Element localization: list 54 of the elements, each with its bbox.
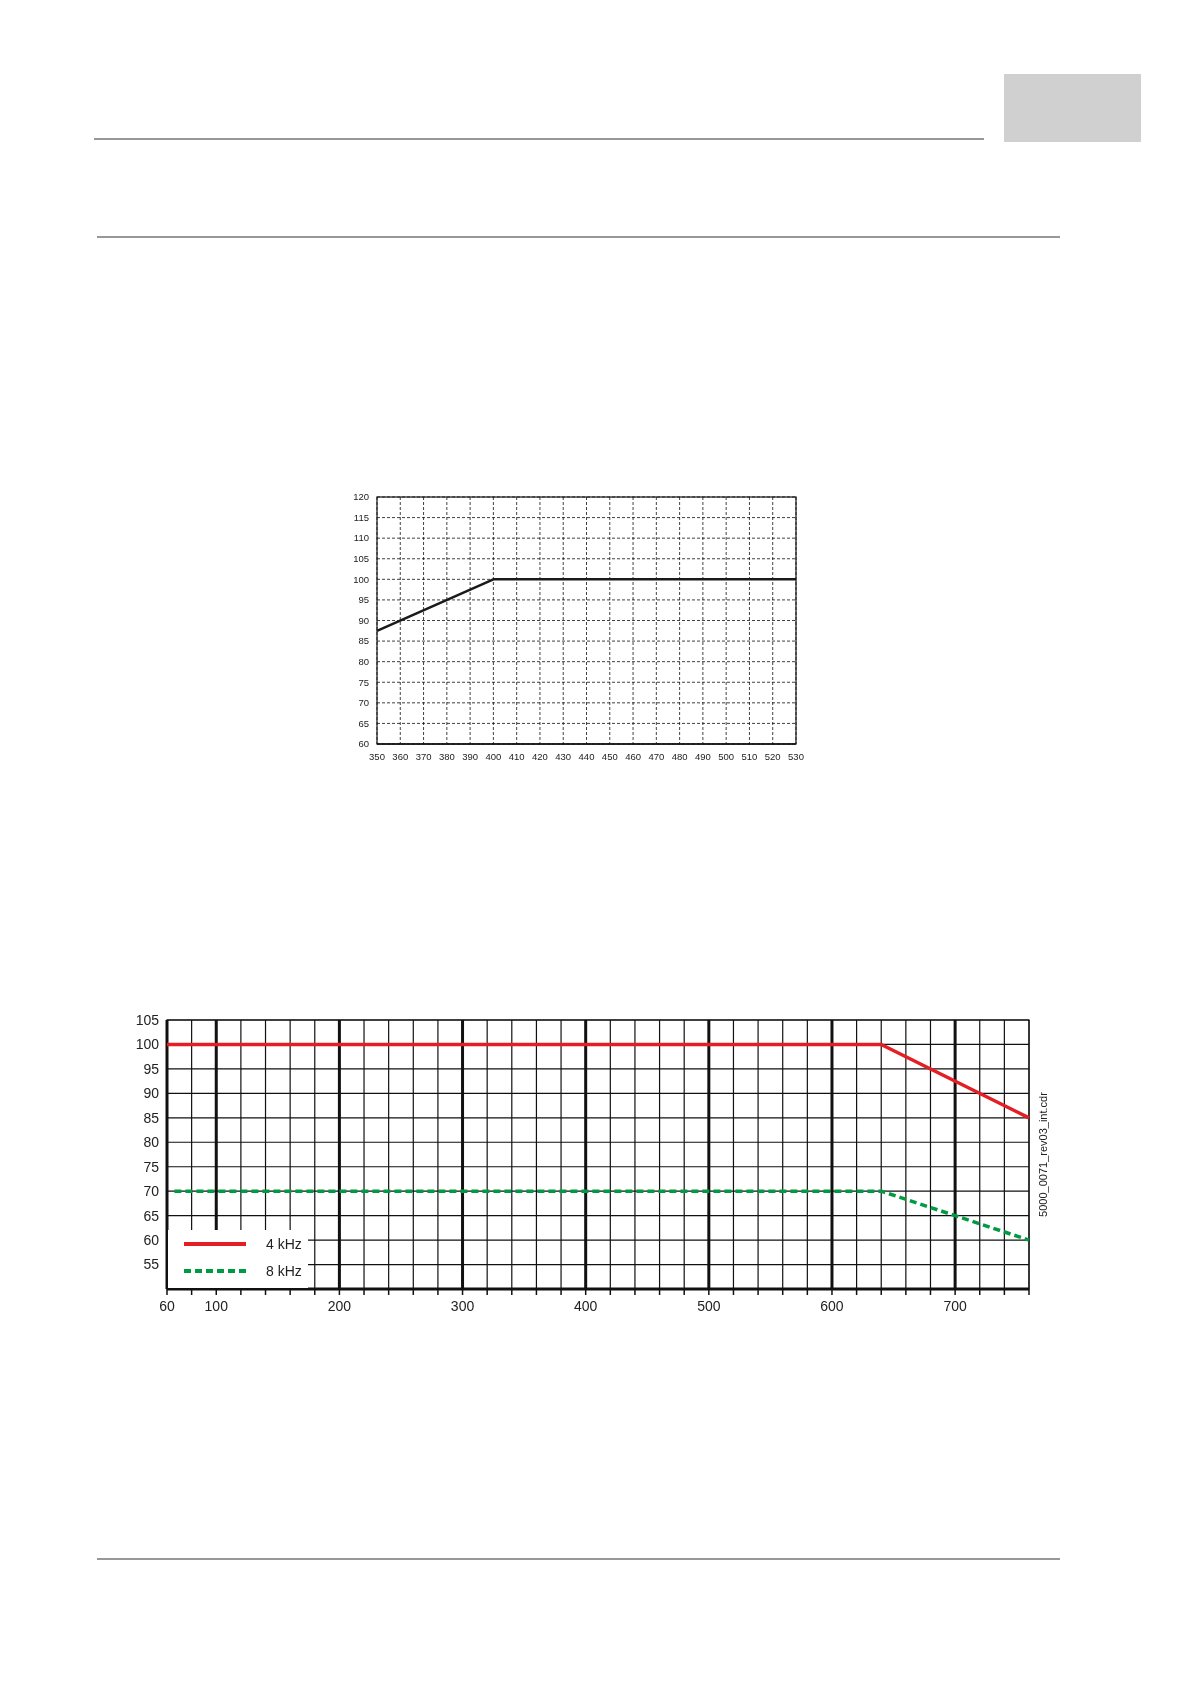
legend-label: 8 kHz [266,1263,302,1279]
x-tick-label: 370 [415,750,432,762]
y-tick-label: 60 [358,738,369,750]
y-tick-label: 85 [358,635,369,647]
y-tick-label: 120 [353,491,369,503]
y-tick-label: 115 [353,511,369,523]
x-tick-label: 400 [574,1298,598,1314]
y-tick-label: 55 [143,1256,160,1273]
y-tick-label: 85 [143,1109,160,1126]
x-tick-label: 500 [697,1298,721,1314]
x-tick-label: 520 [764,750,781,762]
legend-label: 4 kHz [266,1236,302,1252]
y-tick-label: 65 [143,1207,160,1224]
y-tick-label: 60 [143,1231,160,1248]
y-tick-label: 100 [353,573,369,585]
x-tick-label: 440 [578,750,595,762]
x-tick-label: 390 [462,750,479,762]
y-tick-label: 70 [143,1183,160,1200]
x-tick-label: 300 [450,1298,475,1314]
x-tick-label: 480 [671,750,688,762]
y-tick-label: 110 [353,532,369,544]
x-tick-label: 60 [159,1298,175,1314]
x-tick-label: 360 [392,750,409,762]
y-tick-label: 105 [135,1011,160,1028]
y-tick-label: 95 [143,1060,160,1077]
y-tick-label: 90 [358,614,369,626]
x-tick-label: 430 [555,750,572,762]
y-tick-label: 65 [358,717,369,729]
x-tick-label: 410 [508,750,525,762]
x-tick-label: 450 [601,750,618,762]
y-tick-label: 70 [358,697,369,709]
x-tick-label: 530 [788,750,804,762]
x-tick-label: 400 [485,750,502,762]
y-tick-label: 75 [143,1158,160,1175]
y-tick-label: 80 [358,655,369,667]
y-tick-label: 75 [358,676,369,688]
x-tick-label: 490 [694,750,711,762]
y-tick-label: 80 [143,1134,160,1151]
x-tick-label: 500 [718,750,735,762]
x-tick-label: 100 [204,1298,229,1314]
x-tick-label: 470 [648,750,665,762]
x-tick-label: 700 [943,1298,968,1314]
x-tick-label: 420 [532,750,548,762]
y-tick-label: 105 [353,553,369,565]
x-tick-label: 600 [820,1298,844,1314]
x-tick-label: 460 [625,750,641,762]
x-tick-label: 510 [741,750,758,762]
y-tick-label: 100 [135,1036,160,1053]
x-tick-label: 350 [369,750,385,762]
text: 5000_0071_rev03_int.cdr [1037,1091,1049,1217]
y-tick-label: 90 [143,1085,160,1102]
x-tick-label: 200 [327,1298,352,1314]
y-tick-label: 95 [358,594,369,606]
x-tick-label: 380 [438,750,455,762]
